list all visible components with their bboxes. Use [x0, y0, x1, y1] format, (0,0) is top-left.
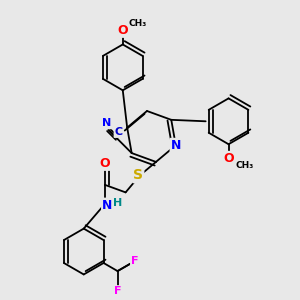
Text: F: F [131, 256, 139, 266]
Text: N: N [102, 199, 112, 212]
Text: N: N [102, 118, 112, 128]
Text: O: O [118, 24, 128, 37]
Text: F: F [131, 256, 139, 266]
Text: H: H [112, 198, 122, 208]
Text: N: N [171, 139, 181, 152]
Text: S: S [133, 168, 143, 182]
Text: C: C [115, 127, 123, 137]
Text: O: O [223, 152, 234, 165]
Text: F: F [114, 286, 121, 296]
Text: CH₃: CH₃ [236, 161, 254, 170]
Text: CH₃: CH₃ [129, 19, 147, 28]
Text: O: O [99, 157, 110, 170]
